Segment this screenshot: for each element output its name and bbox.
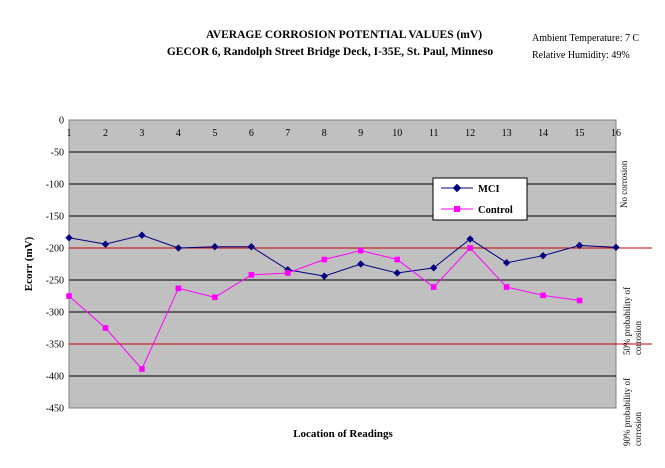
zone-label-50-line-2: corrosion xyxy=(633,321,643,355)
zone-label-50-line-1: 50% probability of xyxy=(622,287,632,355)
data-point-mci xyxy=(357,260,365,268)
x-tick-label: 16 xyxy=(611,128,621,139)
legend-box xyxy=(432,177,528,221)
x-tick-label: 9 xyxy=(358,128,363,139)
legend-mci-label: MCI xyxy=(478,184,500,195)
x-tick-label: 12 xyxy=(465,128,475,139)
data-point-control xyxy=(467,245,473,251)
data-point-control xyxy=(430,284,437,290)
data-point-mci xyxy=(612,243,620,252)
y-tick-label: -400 xyxy=(46,372,64,383)
x-tick-label: 3 xyxy=(139,128,144,139)
data-point-control xyxy=(139,366,145,372)
x-tick-label: 14 xyxy=(538,128,548,139)
data-point-control xyxy=(357,247,364,254)
y-tick-label: -350 xyxy=(46,340,64,351)
zone-label-90-percent: 90% probability of corrosion xyxy=(622,376,643,446)
data-point-control xyxy=(102,325,109,331)
legend: MCI Control xyxy=(432,177,528,221)
legend-control-label: Control xyxy=(478,205,513,216)
x-tick-label: 7 xyxy=(285,128,290,139)
chart-subtitle: GECOR 6, Randolph Street Bridge Deck, I-… xyxy=(167,46,494,58)
y-tick-label: -100 xyxy=(46,180,64,191)
data-point-control xyxy=(394,256,400,263)
y-tick-label: -450 xyxy=(46,404,64,415)
data-point-mci xyxy=(575,241,584,250)
data-point-control xyxy=(212,294,218,301)
y-tick-label: -50 xyxy=(51,148,64,159)
ambient-temperature: Ambient Temperature: 7 C xyxy=(532,33,639,44)
legend-mci-marker xyxy=(452,183,462,193)
x-tick-label: 11 xyxy=(429,128,439,139)
data-point-control xyxy=(175,285,182,292)
data-point-mci xyxy=(502,259,511,267)
x-tick-label: 10 xyxy=(392,128,402,139)
x-tick-label: 13 xyxy=(502,128,512,139)
y-tick-label: -300 xyxy=(46,308,64,319)
series-control xyxy=(66,245,583,372)
plot-area xyxy=(68,119,617,409)
data-point-control xyxy=(576,297,583,304)
chart-title: AVERAGE CORROSION POTENTIAL VALUES (mV) xyxy=(206,29,482,41)
y-tick-label: 0 xyxy=(59,116,64,127)
y-tick-label: -250 xyxy=(46,276,64,287)
data-point-control xyxy=(285,270,291,276)
data-point-mci xyxy=(65,234,73,242)
x-tick-label: 6 xyxy=(249,128,254,139)
zone-label-90-line-2: corrosion xyxy=(633,412,643,446)
x-axis-label: Location of Readings xyxy=(293,428,393,440)
data-point-control xyxy=(321,256,328,263)
relative-humidity: Relative Humidity: 49% xyxy=(532,50,630,61)
data-point-control xyxy=(248,272,255,278)
data-point-mci xyxy=(393,269,401,277)
zone-label-50-percent: 50% probability of corrosion xyxy=(622,285,643,355)
data-point-control xyxy=(503,284,510,290)
x-tick-labels: 1 2 3 4 5 6 7 8 9 10 11 12 13 14 15 16 xyxy=(67,128,622,139)
x-tick-label: 8 xyxy=(322,128,327,139)
data-point-mci xyxy=(429,264,438,272)
x-tick-label: 5 xyxy=(212,128,217,139)
x-tick-label: 15 xyxy=(575,128,585,139)
x-tick-label: 4 xyxy=(176,128,181,139)
y-tick-labels: 0 -50 -100 -150 -200 -250 -300 -350 -400 -450 xyxy=(46,116,64,415)
data-point-control xyxy=(66,293,72,299)
y-axis-label: Ecorr (mV) xyxy=(23,236,35,291)
x-tick-label: 2 xyxy=(103,128,108,139)
data-point-control xyxy=(540,292,546,299)
series-line-mci xyxy=(68,234,617,277)
y-tick-label: -200 xyxy=(46,244,64,255)
data-point-mci xyxy=(320,272,328,280)
legend-control-marker xyxy=(454,206,460,212)
x-tick-label: 1 xyxy=(67,128,72,139)
data-point-mci xyxy=(211,243,219,251)
zone-label-no-corrosion: No corrosion xyxy=(619,160,629,208)
zone-label-90-line-1: 90% probability of xyxy=(622,378,632,446)
data-point-mci xyxy=(101,240,110,248)
y-tick-label: -150 xyxy=(46,212,64,223)
